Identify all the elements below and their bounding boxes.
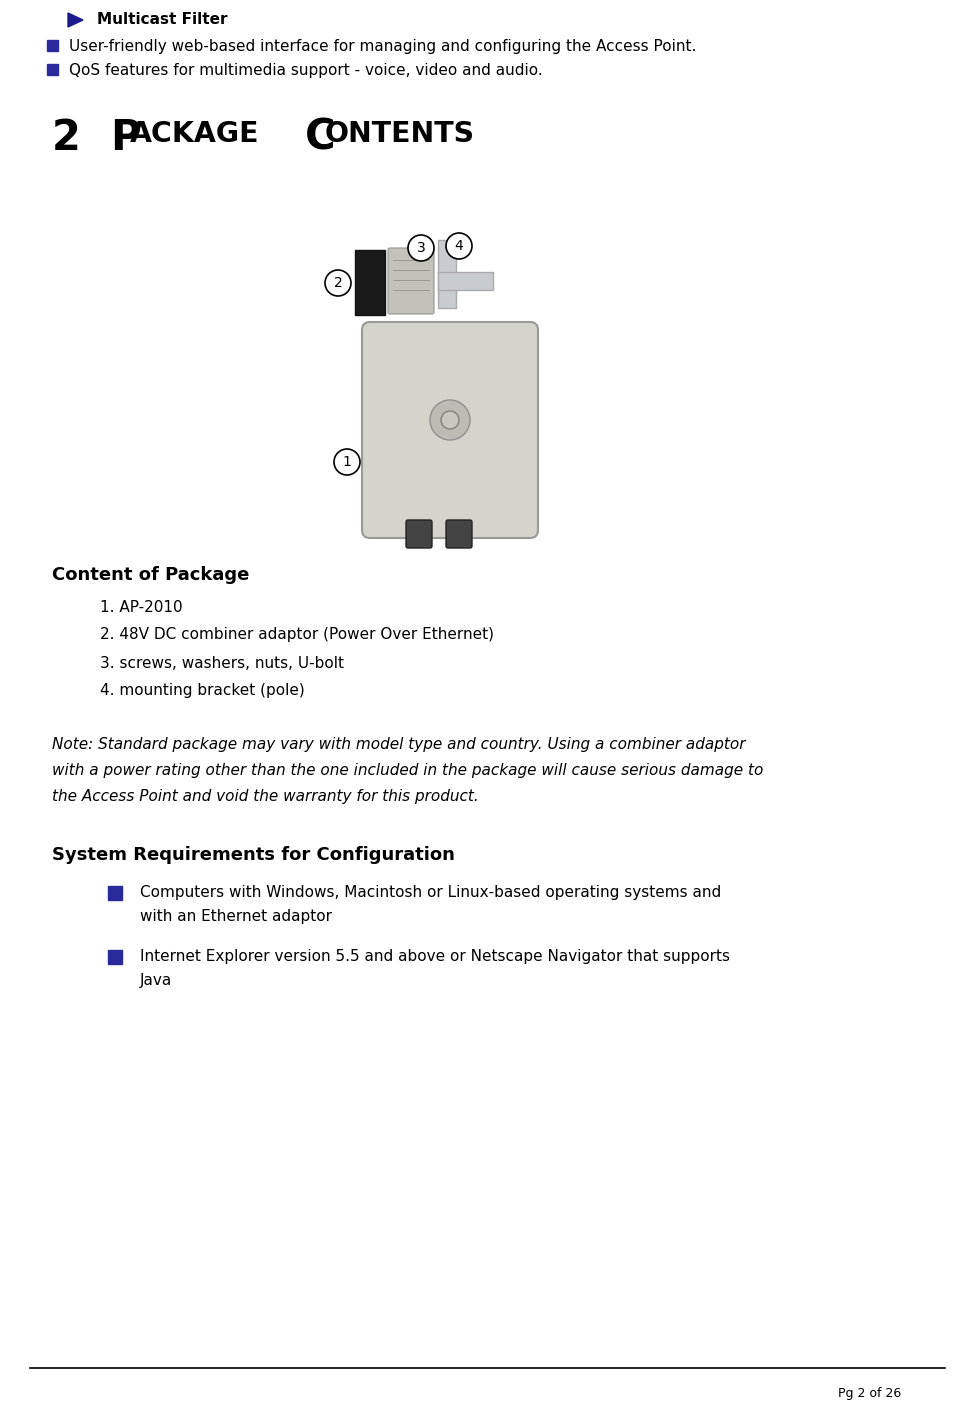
Text: 4. mounting bracket (pole): 4. mounting bracket (pole) bbox=[100, 683, 305, 698]
Circle shape bbox=[446, 232, 472, 259]
Circle shape bbox=[325, 270, 351, 296]
Circle shape bbox=[408, 235, 434, 260]
Bar bbox=[108, 950, 122, 964]
Text: 3. screws, washers, nuts, U-bolt: 3. screws, washers, nuts, U-bolt bbox=[100, 656, 344, 670]
Bar bbox=[438, 272, 493, 290]
Bar bbox=[47, 39, 58, 51]
FancyBboxPatch shape bbox=[406, 520, 432, 548]
Text: Content of Package: Content of Package bbox=[52, 566, 250, 584]
FancyBboxPatch shape bbox=[362, 322, 538, 538]
Text: 4: 4 bbox=[454, 239, 463, 253]
Circle shape bbox=[334, 449, 360, 474]
Text: the Access Point and void the warranty for this product.: the Access Point and void the warranty f… bbox=[52, 790, 479, 804]
Text: Note: Standard package may vary with model type and country. Using a combiner ad: Note: Standard package may vary with mod… bbox=[52, 738, 746, 752]
Text: P: P bbox=[110, 117, 140, 159]
Text: 2: 2 bbox=[333, 276, 342, 290]
Bar bbox=[355, 251, 385, 315]
Text: 2. 48V DC combiner adaptor (Power Over Ethernet): 2. 48V DC combiner adaptor (Power Over E… bbox=[100, 628, 494, 642]
FancyBboxPatch shape bbox=[388, 248, 434, 314]
Text: with an Ethernet adaptor: with an Ethernet adaptor bbox=[140, 910, 332, 925]
Text: User-friendly web-based interface for managing and configuring the Access Point.: User-friendly web-based interface for ma… bbox=[69, 38, 696, 54]
Text: Java: Java bbox=[140, 973, 173, 988]
Text: 3: 3 bbox=[416, 241, 425, 255]
FancyBboxPatch shape bbox=[446, 520, 472, 548]
Text: 1. AP-2010: 1. AP-2010 bbox=[100, 600, 182, 614]
Bar bbox=[47, 63, 58, 75]
Text: Internet Explorer version 5.5 and above or Netscape Navigator that supports: Internet Explorer version 5.5 and above … bbox=[140, 949, 730, 964]
Text: Computers with Windows, Macintosh or Linux-based operating systems and: Computers with Windows, Macintosh or Lin… bbox=[140, 886, 722, 901]
Text: 1: 1 bbox=[342, 455, 351, 469]
Text: 2: 2 bbox=[52, 117, 81, 159]
Text: Multicast Filter: Multicast Filter bbox=[97, 13, 227, 28]
Circle shape bbox=[441, 411, 459, 429]
Text: ONTENTS: ONTENTS bbox=[325, 120, 475, 148]
Text: Pg 2 of 26: Pg 2 of 26 bbox=[838, 1387, 902, 1400]
Circle shape bbox=[430, 400, 470, 439]
Polygon shape bbox=[68, 13, 83, 27]
Bar bbox=[438, 239, 456, 308]
Text: ACKAGE: ACKAGE bbox=[130, 120, 259, 148]
Bar bbox=[108, 886, 122, 900]
Text: System Requirements for Configuration: System Requirements for Configuration bbox=[52, 846, 455, 865]
Text: C: C bbox=[305, 117, 335, 159]
Text: with a power rating other than the one included in the package will cause seriou: with a power rating other than the one i… bbox=[52, 763, 763, 779]
Text: QoS features for multimedia support - voice, video and audio.: QoS features for multimedia support - vo… bbox=[69, 62, 543, 77]
